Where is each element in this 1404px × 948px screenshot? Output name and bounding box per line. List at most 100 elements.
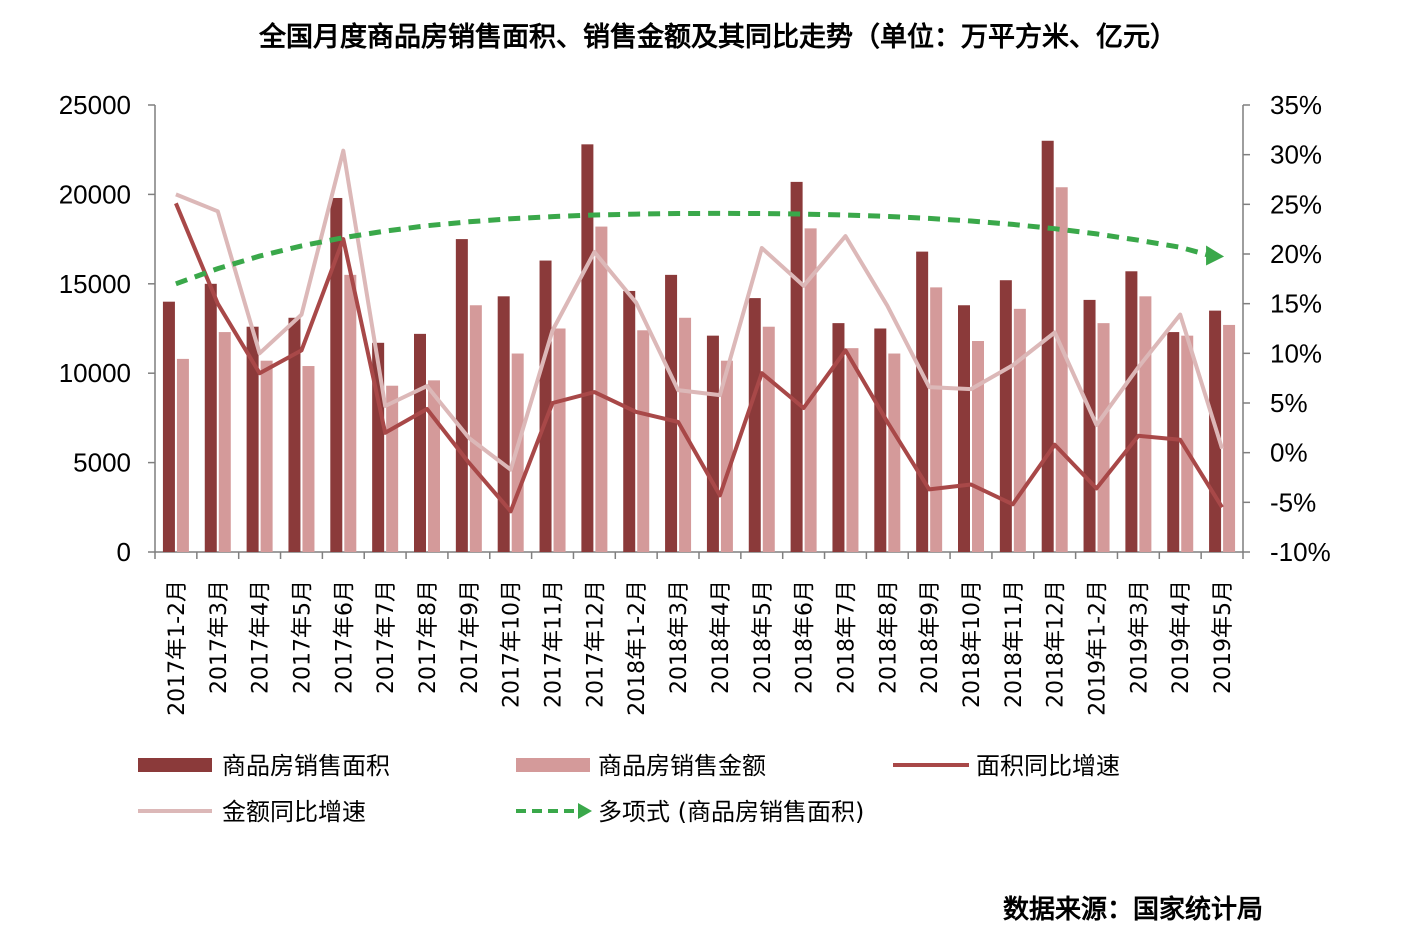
line-trend <box>175 210 1211 287</box>
bar-sales-area <box>1167 332 1180 552</box>
bar-sales-amount <box>972 341 984 552</box>
legend-label-area: 商品房销售面积 <box>222 752 390 780</box>
legend-item-area-growth: 面积同比增速 <box>893 752 1120 780</box>
bar-sales-amount <box>1181 335 1194 552</box>
x-tick-label: 2019年5月 <box>1211 580 1236 694</box>
bar-sales-area <box>288 317 301 552</box>
x-tick-label: 2017年12月 <box>583 580 608 708</box>
x-tick-label: 2017年3月 <box>207 580 232 694</box>
right-tick-label: -5% <box>1270 487 1316 517</box>
left-tick-label: 0 <box>117 537 131 567</box>
bar-sales-amount <box>930 287 943 552</box>
x-tick-label: 2017年5月 <box>290 580 315 694</box>
legend-label-trend: 多项式 (商品房销售面积) <box>598 798 864 826</box>
legend-label-amount-growth: 金额同比增速 <box>222 798 366 826</box>
bar-sales-amount <box>720 360 733 552</box>
bar-sales-area <box>162 301 175 552</box>
x-tick-label: 2019年4月 <box>1169 580 1194 694</box>
x-tick-label: 2017年9月 <box>458 580 483 694</box>
bar-sales-area <box>1041 140 1054 552</box>
legend-item-trend: 多项式 (商品房销售面积) <box>516 798 864 826</box>
bar-sales-area <box>581 144 594 552</box>
x-tick-label: 2018年4月 <box>709 580 734 694</box>
x-tick-label: 2019年1-2月 <box>1086 580 1111 716</box>
right-tick-label: 15% <box>1270 289 1322 319</box>
bar-sales-amount <box>637 330 650 552</box>
right-y-axis: -10% -5% 0% 5% 10% 15% 20% 25% 30% 35% <box>1242 90 1331 567</box>
right-tick-label: 10% <box>1270 338 1322 368</box>
bar-sales-amount <box>1013 308 1026 552</box>
bar-sales-amount <box>762 326 775 552</box>
bar-sales-area <box>748 298 761 552</box>
legend-label-area-growth: 面积同比增速 <box>976 752 1120 780</box>
bar-sales-area <box>497 296 510 552</box>
x-tick-label: 2017年4月 <box>249 580 274 694</box>
bar-sales-area <box>539 260 552 552</box>
right-tick-label: 20% <box>1270 239 1322 269</box>
right-tick-label: 0% <box>1270 438 1308 468</box>
bar-sales-amount <box>386 385 399 552</box>
legend-swatch-area <box>138 758 212 772</box>
x-tick-label: 2018年9月 <box>918 580 943 694</box>
left-tick-label: 10000 <box>59 358 131 388</box>
line-series <box>174 148 1225 514</box>
legend-item-area: 商品房销售面积 <box>138 752 390 780</box>
x-tick-label: 2018年8月 <box>876 580 901 694</box>
legend-item-amount: 商品房销售金额 <box>516 752 766 780</box>
legend-label-amount: 商品房销售金额 <box>598 752 766 780</box>
x-tick-label: 2017年7月 <box>374 580 399 694</box>
bar-sales-amount <box>1223 324 1236 552</box>
bar-sales-amount <box>218 332 231 552</box>
bar-sales-amount <box>1055 187 1068 553</box>
left-tick-label: 25000 <box>59 90 131 120</box>
x-tick-label: 2017年8月 <box>416 580 441 694</box>
bar-sales-area <box>330 197 343 552</box>
bar-series <box>162 140 1236 553</box>
left-tick-label: 20000 <box>59 179 131 209</box>
right-tick-label: 5% <box>1270 388 1308 418</box>
bar-sales-area <box>706 335 719 552</box>
right-tick-label: 25% <box>1270 189 1322 219</box>
bar-sales-area <box>832 323 845 552</box>
left-y-axis: 0 5000 10000 15000 20000 25000 <box>59 90 156 567</box>
x-tick-label: 2018年7月 <box>834 580 859 694</box>
bar-sales-amount <box>804 228 817 552</box>
x-tick-label: 2018年12月 <box>1044 580 1069 708</box>
x-tick-label: 2017年1-2月 <box>165 580 190 716</box>
bar-sales-area <box>414 333 426 552</box>
x-tick-label: 2018年6月 <box>793 580 818 694</box>
x-tick-label: 2018年10月 <box>960 580 985 708</box>
bar-sales-amount <box>1139 296 1152 552</box>
bar-sales-amount <box>469 305 482 552</box>
legend-item-amount-growth: 金额同比增速 <box>138 798 366 826</box>
x-axis: 2017年1-2月 2017年3月 2017年4月 2017年5月 2017年6月 201… <box>154 551 1244 716</box>
bar-sales-area <box>874 328 887 552</box>
bar-sales-amount <box>176 358 189 552</box>
bar-sales-amount <box>1097 323 1110 552</box>
bar-sales-amount <box>846 348 859 552</box>
bar-sales-amount <box>302 366 315 552</box>
bar-sales-area <box>916 251 929 552</box>
bar-sales-amount <box>344 274 357 552</box>
legend-trend-arrow-icon <box>578 803 592 819</box>
bar-sales-amount <box>428 380 440 552</box>
bar-sales-area <box>246 326 259 552</box>
right-tick-label: -10% <box>1270 537 1331 567</box>
right-tick-label: 30% <box>1270 140 1322 170</box>
bar-sales-amount <box>260 360 273 552</box>
legend: 商品房销售面积 商品房销售金额 面积同比增速 金额同比增速 多项式 (商品房销售… <box>138 752 1120 826</box>
bar-sales-amount <box>595 226 608 553</box>
bar-sales-area <box>1083 299 1096 552</box>
x-tick-label: 2018年3月 <box>667 580 692 694</box>
bar-sales-amount <box>888 353 901 552</box>
line-amount-growth <box>175 148 1225 472</box>
x-tick-label: 2018年11月 <box>1002 580 1027 708</box>
x-tick-label: 2018年5月 <box>751 580 776 694</box>
trend-arrow-icon <box>1206 245 1225 266</box>
bar-sales-amount <box>553 328 566 552</box>
x-tick-label: 2017年10月 <box>500 580 525 708</box>
x-tick-label: 2019年3月 <box>1127 580 1152 694</box>
right-tick-label: 35% <box>1270 90 1322 120</box>
bar-sales-area <box>455 239 468 552</box>
